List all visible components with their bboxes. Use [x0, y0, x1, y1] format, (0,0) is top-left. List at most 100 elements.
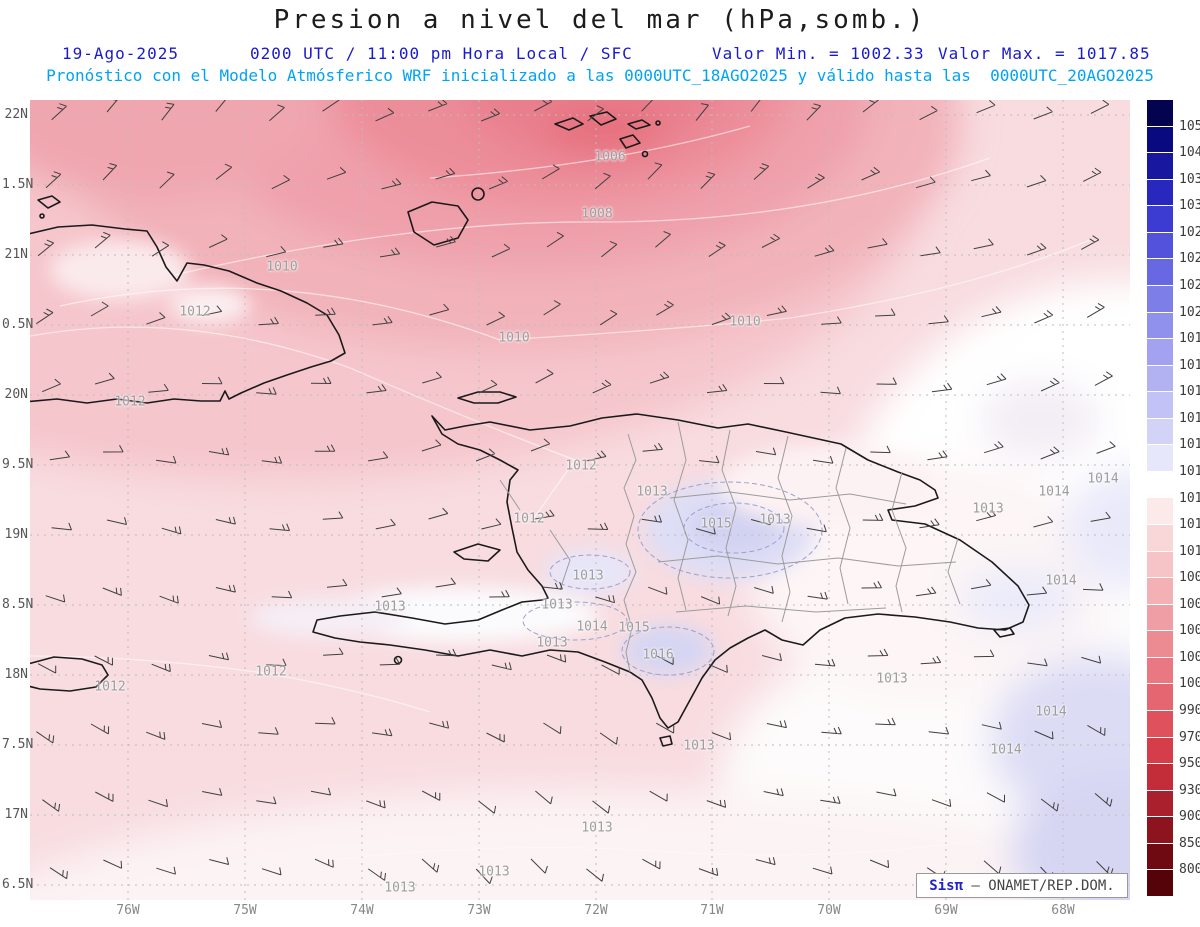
value-max-label: Valor Max. = 1017.85	[938, 44, 1151, 63]
lon-label: 71W	[700, 903, 724, 918]
colorbar-tick-label: 800	[1179, 862, 1200, 878]
colorbar-tick-label: 1017	[1179, 384, 1200, 400]
lat-label: 0.5N	[2, 317, 34, 332]
contour-label: 1013	[636, 484, 668, 500]
colorbar-cell	[1147, 631, 1173, 658]
colorbar-cell	[1147, 843, 1173, 871]
tortuga-island	[457, 391, 517, 404]
lat-label: 1.5N	[2, 177, 34, 192]
colorbar-tick-label: 900	[1179, 809, 1200, 825]
cuba-coastline	[30, 224, 346, 404]
gonave-island	[453, 543, 501, 562]
colorbar-tick-label: 1002	[1179, 649, 1200, 665]
contour-label: 1013	[759, 512, 791, 528]
contour-label: 1012	[513, 511, 545, 527]
value-min-label: Valor Min. = 1002.33	[712, 44, 925, 63]
pressure-shading-layer	[30, 100, 1130, 900]
contour-label: 1013	[541, 597, 573, 613]
colorbar-cell	[1147, 790, 1173, 818]
colorbar-tick-label: 1006	[1179, 596, 1200, 612]
colorbar-labels: 1050 1040 1035 1030 1028 1025 1022 1020 1019 1018…	[1179, 100, 1200, 897]
colorbar-tick-label: 1040	[1179, 145, 1200, 161]
contour-label: 1012	[94, 679, 126, 695]
contour-label: 1014	[1087, 471, 1119, 487]
contour-label: 1013	[384, 880, 416, 896]
colorbar-tick-label: 1030	[1179, 198, 1200, 214]
isobar-contours	[30, 125, 1091, 861]
colorbar-tick-label: 1013	[1179, 490, 1200, 506]
contour-label: 1012	[565, 458, 597, 474]
graticule	[30, 100, 1130, 900]
colorbar-tick-label: 1004	[1179, 623, 1200, 639]
colorbar-tick-label: 1008	[1179, 570, 1200, 586]
contour-label: 1014	[990, 742, 1022, 758]
contour-label: 1013	[876, 671, 908, 687]
colorbar-cell	[1147, 312, 1173, 340]
contour-label: 1010	[498, 330, 530, 346]
colorbar-tick-label: 1019	[1179, 331, 1200, 347]
colorbar-cell	[1147, 498, 1173, 525]
jamaica-coastline	[30, 656, 109, 692]
colorbar-tick-label: 1022	[1179, 277, 1200, 293]
colorbar-tick-label: 1015	[1179, 437, 1200, 453]
colorbar-cell	[1147, 471, 1173, 499]
lon-label: 76W	[116, 903, 140, 918]
colorbar-cell	[1147, 525, 1173, 552]
colorbar-cell	[1147, 817, 1173, 844]
colorbar-tick-label: 970	[1179, 729, 1200, 745]
colorbar-tick-label: 950	[1179, 756, 1200, 772]
lat-label: 7.5N	[2, 737, 34, 752]
contour-label: 1013	[972, 501, 1004, 517]
contour-label: 1013	[683, 738, 715, 754]
contour-label: 1006	[594, 149, 626, 165]
contour-label: 1008	[581, 206, 613, 222]
contour-label: 1010	[266, 259, 298, 275]
contour-label: 1013	[581, 820, 613, 836]
legend-text: – ONAMET/REP.DOM.	[963, 877, 1115, 894]
colorbar-cell	[1147, 657, 1173, 685]
lon-label: 73W	[467, 903, 491, 918]
contour-label: 1012	[179, 304, 211, 320]
contour-label: 1015	[700, 516, 732, 532]
lon-label: 75W	[233, 903, 257, 918]
colorbar-cell	[1147, 339, 1173, 366]
colorbar-cell	[1147, 418, 1173, 446]
admin-boundaries	[499, 421, 961, 673]
contour-label: 1013	[572, 568, 604, 584]
contour-label: 1016	[642, 647, 674, 663]
colorbar-cell	[1147, 232, 1173, 260]
map-area: 1006 1008 1010 1012 1010 1010 1012 1012 1013 1014…	[30, 100, 1130, 900]
lon-label: 68W	[1051, 903, 1075, 918]
little-inagua-island	[471, 187, 485, 201]
lat-label: 9.5N	[2, 457, 34, 472]
lat-label: 22N	[4, 107, 28, 122]
lat-label: 21N	[4, 247, 28, 262]
small-islands	[37, 111, 1015, 747]
lon-label: 70W	[817, 903, 841, 918]
lat-label: 18N	[4, 667, 28, 682]
lat-label: 6.5N	[2, 877, 34, 892]
lat-label: 20N	[4, 387, 28, 402]
colorbar-cell	[1147, 179, 1173, 207]
contour-label: 1013	[478, 864, 510, 880]
colorbar-cell	[1147, 206, 1173, 233]
colorbar-tick-label: 930	[1179, 782, 1200, 798]
wind-barbs	[36, 100, 1116, 884]
contour-label: 1014	[1045, 573, 1077, 589]
contour-label: 1013	[374, 599, 406, 615]
colorbar-cell	[1147, 578, 1173, 605]
colorbar	[1147, 100, 1173, 897]
colorbar-cell	[1147, 684, 1173, 711]
page-title: Presion a nivel del mar (hPa,somb.)	[273, 5, 927, 35]
colorbar-tick-label: 850	[1179, 835, 1200, 851]
colorbar-tick-label: 1050	[1179, 118, 1200, 134]
lat-label: 19N	[4, 527, 28, 542]
colorbar-tick-label: 1016	[1179, 410, 1200, 426]
colorbar-cell	[1147, 365, 1173, 393]
legend-box: Sisπ – ONAMET/REP.DOM.	[916, 873, 1128, 898]
contour-label: 1013	[536, 635, 568, 651]
colorbar-tick-label: 990	[1179, 703, 1200, 719]
colorbar-cell	[1147, 710, 1173, 738]
colorbar-tick-label: 1018	[1179, 357, 1200, 373]
